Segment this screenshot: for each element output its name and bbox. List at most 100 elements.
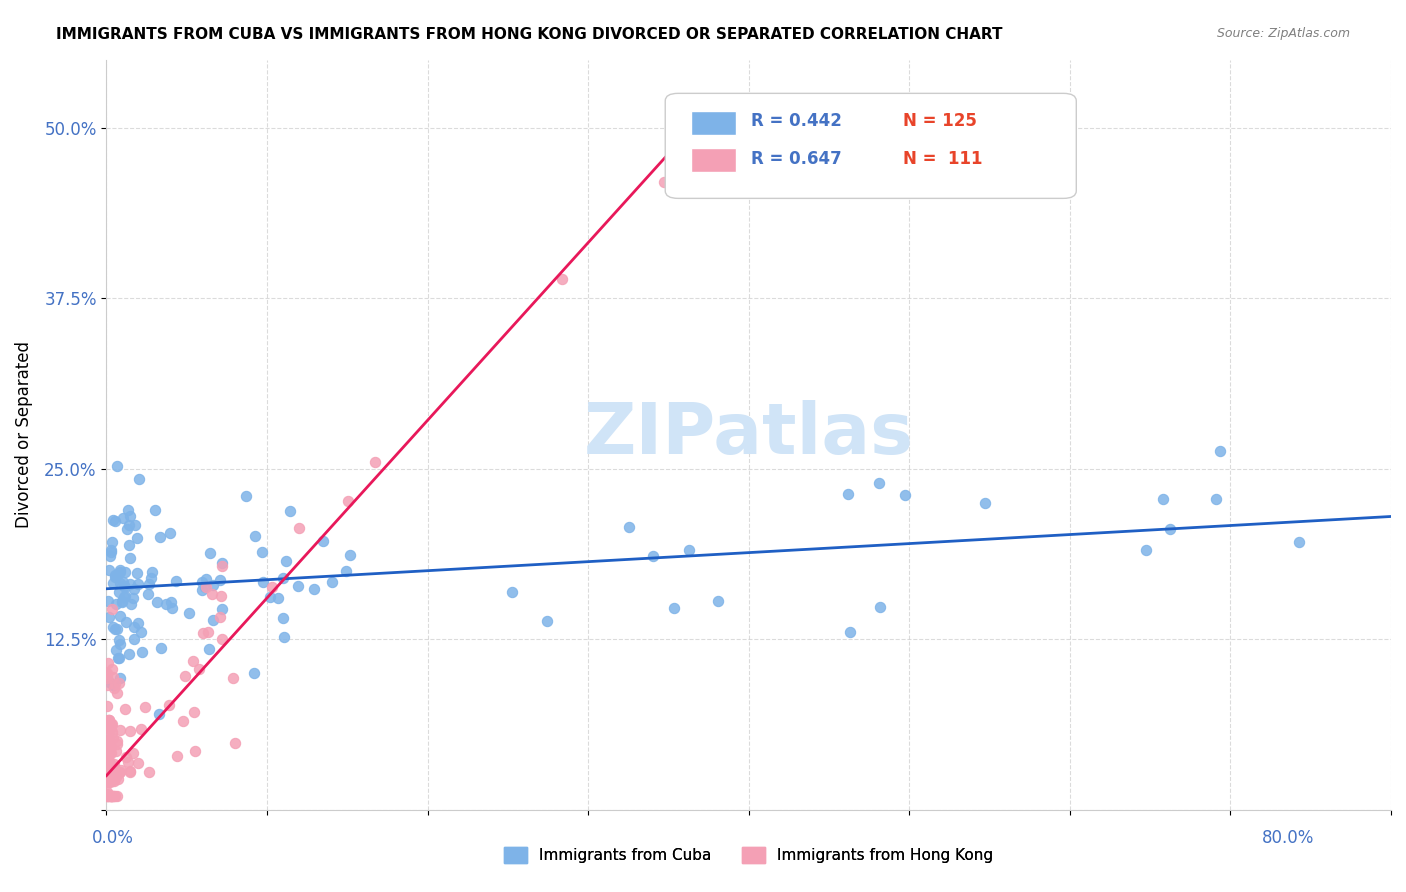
Immigrants from Hong Kong <box>121 746 143 760</box>
Immigrants from Hong Kong <box>654 175 676 189</box>
Immigrants from Cuba <box>112 575 135 590</box>
Immigrants from Cuba <box>837 487 859 501</box>
Immigrants from Cuba <box>104 514 127 528</box>
Immigrants from Hong Kong <box>104 676 127 690</box>
Immigrants from Cuba <box>97 675 120 690</box>
Immigrants from Cuba <box>160 600 183 615</box>
Immigrants from Hong Kong <box>211 559 233 574</box>
Immigrants from Hong Kong <box>211 632 233 647</box>
Immigrants from Hong Kong <box>127 756 149 770</box>
Immigrants from Cuba <box>114 565 136 579</box>
Immigrants from Cuba <box>111 511 134 525</box>
Immigrants from Hong Kong <box>337 494 360 508</box>
Immigrants from Hong Kong <box>134 699 156 714</box>
Immigrants from Hong Kong <box>101 789 124 803</box>
Immigrants from Cuba <box>104 598 127 612</box>
Immigrants from Hong Kong <box>108 675 131 690</box>
Immigrants from Cuba <box>202 577 225 591</box>
Immigrants from Hong Kong <box>97 772 120 787</box>
Immigrants from Hong Kong <box>96 787 118 801</box>
Immigrants from Hong Kong <box>98 775 121 789</box>
Immigrants from Hong Kong <box>181 654 204 668</box>
Immigrants from Cuba <box>321 574 343 589</box>
Immigrants from Hong Kong <box>96 754 118 768</box>
Immigrants from Hong Kong <box>173 669 195 683</box>
Immigrants from Hong Kong <box>97 789 120 803</box>
Immigrants from Cuba <box>869 600 891 615</box>
Immigrants from Cuba <box>125 566 148 580</box>
Immigrants from Hong Kong <box>97 727 120 741</box>
Immigrants from Hong Kong <box>221 671 243 685</box>
Immigrants from Hong Kong <box>96 789 118 803</box>
Immigrants from Cuba <box>155 597 177 611</box>
Immigrants from Cuba <box>107 650 129 665</box>
Immigrants from Cuba <box>159 595 181 609</box>
Immigrants from Hong Kong <box>183 705 205 719</box>
Immigrants from Hong Kong <box>105 734 128 748</box>
Immigrants from Hong Kong <box>104 789 127 803</box>
Immigrants from Cuba <box>243 529 266 543</box>
Immigrants from Hong Kong <box>96 656 118 670</box>
Immigrants from Hong Kong <box>97 715 120 730</box>
Immigrants from Hong Kong <box>209 609 232 624</box>
Text: 0.0%: 0.0% <box>91 829 134 847</box>
Immigrants from Cuba <box>211 602 233 616</box>
Immigrants from Cuba <box>201 613 224 627</box>
Immigrants from Hong Kong <box>97 752 120 766</box>
Legend: Immigrants from Cuba, Immigrants from Hong Kong: Immigrants from Cuba, Immigrants from Ho… <box>498 841 1000 870</box>
Immigrants from Cuba <box>136 587 159 601</box>
Immigrants from Cuba <box>122 591 145 605</box>
Immigrants from Cuba <box>339 548 361 562</box>
Immigrants from Cuba <box>1159 522 1181 536</box>
Immigrants from Cuba <box>127 531 149 545</box>
Immigrants from Hong Kong <box>120 764 142 779</box>
Immigrants from Cuba <box>114 589 136 603</box>
Immigrants from Cuba <box>271 571 294 585</box>
Immigrants from Cuba <box>127 576 149 591</box>
Immigrants from Hong Kong <box>96 668 118 682</box>
Immigrants from Cuba <box>108 566 131 580</box>
Immigrants from Cuba <box>200 546 222 560</box>
Immigrants from Cuba <box>1135 542 1157 557</box>
Immigrants from Hong Kong <box>100 769 122 783</box>
Immigrants from Cuba <box>122 619 145 633</box>
Immigrants from Cuba <box>893 488 915 502</box>
Immigrants from Hong Kong <box>120 764 142 778</box>
Immigrants from Hong Kong <box>187 662 209 676</box>
Immigrants from Hong Kong <box>184 744 207 758</box>
Immigrants from Hong Kong <box>96 750 118 764</box>
Immigrants from Hong Kong <box>114 750 136 764</box>
Text: Source: ZipAtlas.com: Source: ZipAtlas.com <box>1216 27 1350 40</box>
Immigrants from Cuba <box>104 643 127 657</box>
Immigrants from Cuba <box>335 564 357 578</box>
Immigrants from Hong Kong <box>98 747 121 761</box>
Immigrants from Hong Kong <box>364 455 387 469</box>
Immigrants from Hong Kong <box>103 681 125 695</box>
Immigrants from Hong Kong <box>101 717 124 731</box>
Immigrants from Hong Kong <box>97 714 120 728</box>
Immigrants from Cuba <box>145 595 167 609</box>
Immigrants from Hong Kong <box>108 765 131 780</box>
Immigrants from Hong Kong <box>97 756 120 771</box>
Immigrants from Hong Kong <box>117 755 139 769</box>
Immigrants from Hong Kong <box>100 719 122 733</box>
Immigrants from Cuba <box>869 476 891 491</box>
Immigrants from Cuba <box>107 651 129 665</box>
Immigrants from Cuba <box>235 489 257 503</box>
Immigrants from Cuba <box>108 609 131 624</box>
Immigrants from Cuba <box>304 582 326 596</box>
Immigrants from Hong Kong <box>103 731 125 745</box>
Immigrants from Cuba <box>120 550 142 565</box>
Immigrants from Cuba <box>118 517 141 532</box>
Immigrants from Hong Kong <box>101 725 124 739</box>
Immigrants from Hong Kong <box>96 751 118 765</box>
Immigrants from Cuba <box>120 577 142 591</box>
Immigrants from Hong Kong <box>103 756 125 771</box>
Immigrants from Hong Kong <box>101 772 124 787</box>
Immigrants from Cuba <box>143 503 166 517</box>
Immigrants from Hong Kong <box>138 764 160 779</box>
Immigrants from Cuba <box>138 576 160 591</box>
Immigrants from Cuba <box>100 545 122 559</box>
Immigrants from Cuba <box>274 554 297 568</box>
Immigrants from Cuba <box>662 601 685 615</box>
